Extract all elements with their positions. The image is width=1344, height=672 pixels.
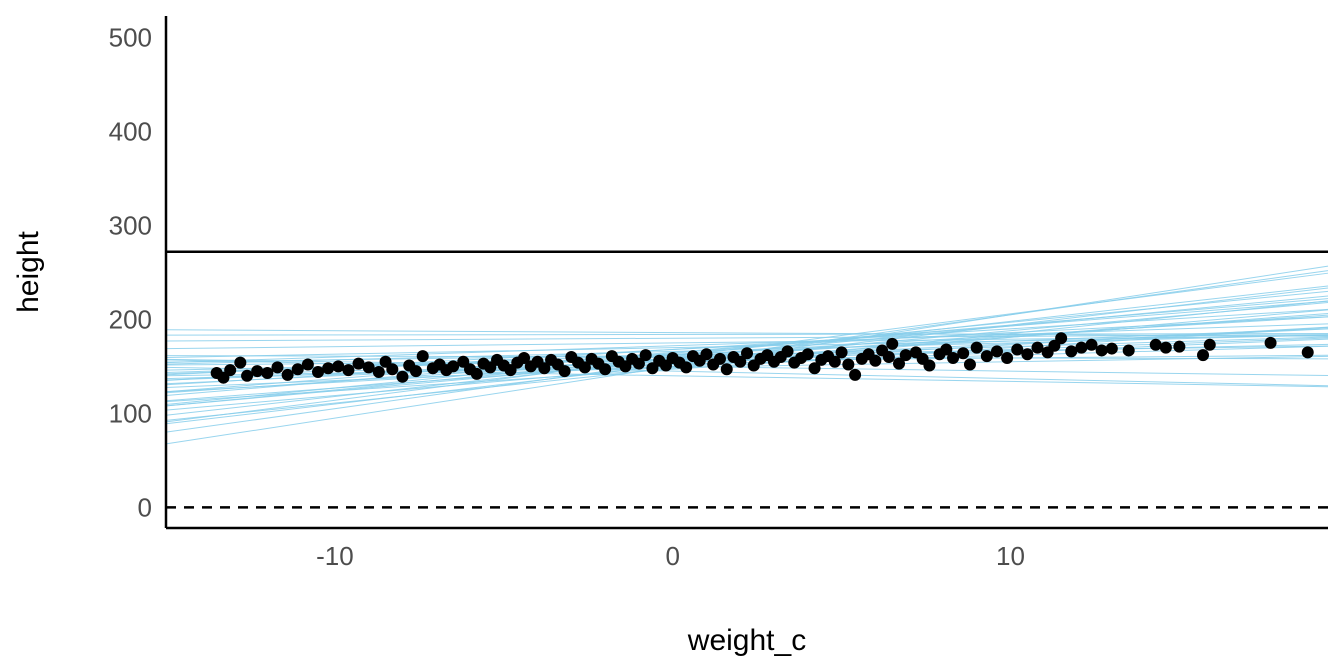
data-point: [518, 351, 531, 364]
data-point: [538, 362, 551, 375]
data-point: [1031, 341, 1044, 354]
y-axis-title: height: [12, 230, 45, 312]
data-point: [578, 361, 591, 374]
data-point: [842, 358, 855, 371]
x-tick-label: -10: [316, 541, 354, 571]
data-point: [899, 349, 912, 362]
data-point: [680, 361, 693, 374]
data-point: [893, 357, 906, 370]
prior-line-26: [165, 355, 1329, 377]
data-point: [261, 366, 274, 379]
data-point: [342, 364, 355, 377]
data-point: [352, 357, 365, 370]
data-points-group: [210, 332, 1314, 384]
data-point: [700, 348, 713, 361]
data-point: [1122, 344, 1135, 357]
prior-line-31: [165, 333, 1329, 336]
x-ticks-group: -10 0 10: [316, 541, 1025, 571]
data-point: [963, 358, 976, 371]
data-point: [869, 354, 882, 367]
data-point: [947, 351, 960, 364]
data-point: [322, 362, 335, 375]
y-tick-label: 300: [109, 210, 152, 240]
data-point: [599, 363, 612, 376]
data-point: [1264, 336, 1277, 349]
data-point: [886, 337, 899, 350]
data-point: [1075, 341, 1088, 354]
data-point: [291, 363, 304, 376]
axes-group: [164, 16, 1328, 530]
data-point: [923, 359, 936, 372]
data-point: [632, 357, 645, 370]
data-point: [801, 348, 814, 361]
x-tick-label: 10: [996, 541, 1025, 571]
prior-line-25: [165, 334, 1329, 358]
data-point: [980, 350, 993, 363]
data-point: [957, 347, 970, 360]
y-tick-label: 0: [138, 492, 152, 522]
data-point: [1055, 332, 1068, 345]
data-point: [1173, 340, 1186, 353]
y-tick-label: 100: [109, 398, 152, 428]
data-point: [1301, 346, 1314, 359]
data-point: [741, 347, 753, 360]
prior-line-32: [165, 329, 1329, 337]
data-point: [1159, 341, 1172, 354]
reference-lines-group: [166, 250, 1328, 509]
prior-line-36: [165, 366, 1329, 388]
y-ticks-group: 0 100 200 300 400 500: [109, 23, 152, 523]
data-point: [970, 341, 983, 354]
data-point: [416, 350, 429, 363]
data-point: [639, 349, 652, 362]
prior-line-28: [165, 335, 1329, 350]
data-point: [251, 365, 264, 378]
y-tick-label: 200: [109, 304, 152, 334]
data-point: [1001, 351, 1014, 364]
data-point: [362, 361, 375, 374]
data-point: [781, 345, 794, 358]
data-point: [882, 351, 895, 364]
data-point: [720, 363, 733, 376]
data-point: [835, 346, 848, 359]
data-point: [1065, 345, 1078, 358]
data-point: [1197, 349, 1210, 362]
data-point: [470, 367, 483, 380]
data-point: [558, 365, 571, 378]
data-point: [828, 355, 841, 368]
data-point: [1149, 338, 1162, 351]
data-point: [372, 366, 385, 379]
data-point: [734, 355, 747, 368]
x-tick-label: 0: [665, 541, 679, 571]
data-point: [409, 365, 422, 378]
data-point: [1105, 342, 1118, 355]
data-point: [224, 364, 237, 377]
data-point: [849, 368, 862, 381]
y-tick-label: 500: [109, 23, 152, 53]
data-point: [234, 356, 247, 369]
data-point: [1085, 338, 1098, 351]
data-point: [332, 360, 345, 373]
data-point: [396, 370, 409, 383]
data-point: [940, 343, 953, 356]
data-point: [1203, 338, 1216, 351]
data-point: [1095, 344, 1108, 357]
data-point: [713, 352, 726, 365]
data-point: [808, 362, 821, 375]
data-point: [990, 345, 1003, 358]
data-point: [271, 361, 284, 374]
data-point: [301, 358, 314, 371]
data-point: [1021, 348, 1034, 361]
y-tick-label: 400: [109, 117, 152, 147]
data-point: [447, 360, 460, 373]
data-point: [312, 366, 325, 379]
data-point: [1011, 343, 1024, 356]
data-point: [241, 369, 254, 382]
x-axis-title: weight_c: [687, 624, 806, 657]
prior-line-37: [165, 323, 1329, 364]
prior-line-30: [165, 334, 1329, 342]
data-point: [281, 368, 294, 381]
data-point: [386, 363, 399, 376]
